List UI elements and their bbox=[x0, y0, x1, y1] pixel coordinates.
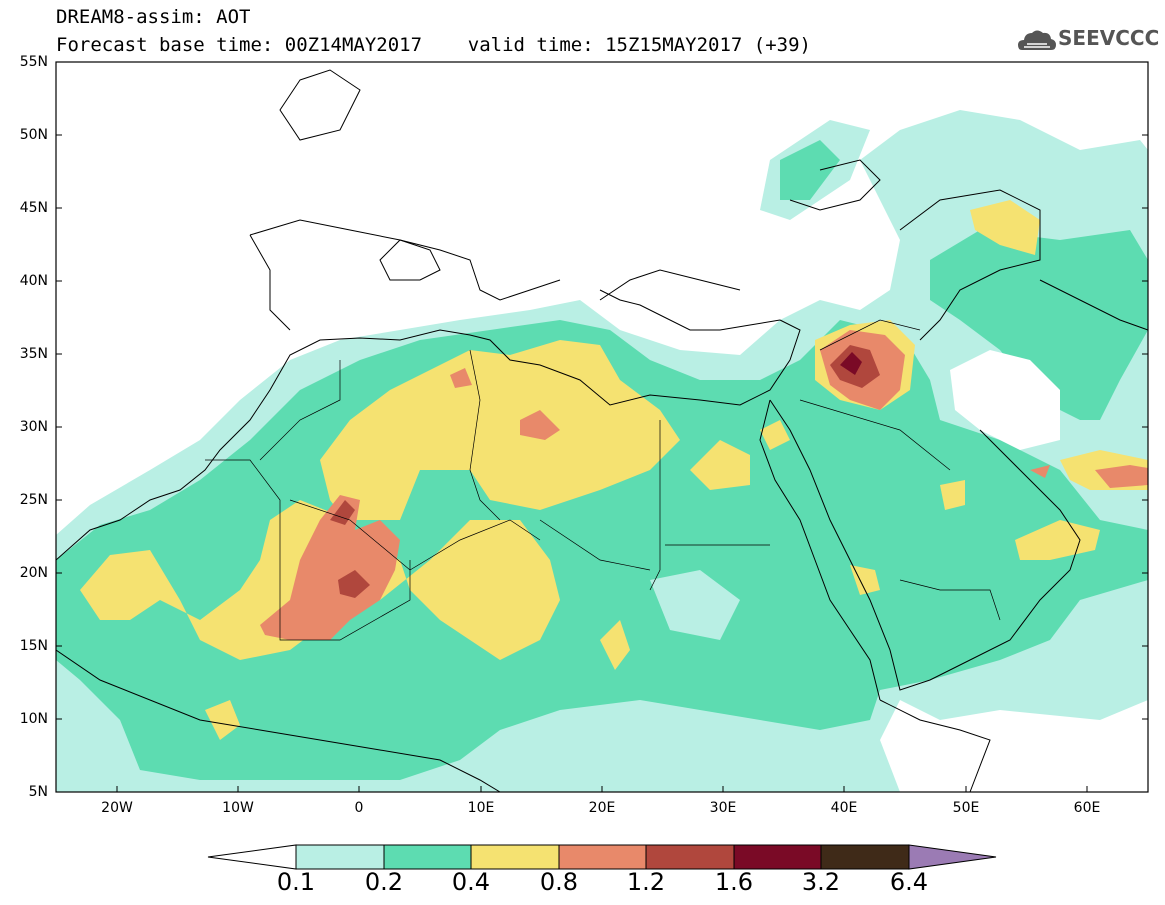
colorbar-segment bbox=[820, 844, 910, 870]
lon-label: 40E bbox=[830, 800, 858, 816]
map-title: DREAM8-assim: AOT bbox=[56, 6, 251, 28]
colorbar-segment bbox=[295, 844, 385, 870]
lon-label: 60E bbox=[1073, 800, 1101, 816]
lat-label: 35N bbox=[19, 346, 48, 362]
aot-contour-1.6 bbox=[840, 352, 862, 375]
colorbar-segment-over bbox=[908, 844, 997, 870]
colorbar-label: 0.4 bbox=[451, 868, 491, 896]
aot-contour-0.8 bbox=[260, 495, 400, 640]
lon-label: 20W bbox=[101, 800, 133, 816]
aot-contour-1.2 bbox=[338, 570, 370, 598]
aot-contour-0.4 bbox=[760, 420, 790, 450]
lon-label: 10E bbox=[467, 800, 495, 816]
aot-contour-0.8 bbox=[1030, 465, 1050, 478]
colorbar-label: 1.6 bbox=[714, 868, 754, 896]
colorbar-label: 0.1 bbox=[276, 868, 316, 896]
aot-contour-0.8 bbox=[450, 368, 472, 388]
colorbar-segment bbox=[470, 844, 560, 870]
lat-label: 50N bbox=[19, 127, 48, 143]
lat-label: 30N bbox=[19, 419, 48, 435]
lat-label: 40N bbox=[19, 273, 48, 289]
aot-contour-0.4 bbox=[1015, 520, 1100, 560]
aot-low-area bbox=[950, 350, 1060, 450]
lon-label: 30E bbox=[709, 800, 737, 816]
aot-contour-0.4 bbox=[600, 620, 630, 670]
lon-label: 20E bbox=[588, 800, 616, 816]
colorbar-segment-under bbox=[207, 844, 297, 870]
lat-label: 45N bbox=[19, 200, 48, 216]
lon-label: 10W bbox=[222, 800, 254, 816]
cloud-icon bbox=[1018, 30, 1056, 50]
colorbar-label: 0.2 bbox=[364, 868, 404, 896]
colorbar-segment bbox=[645, 844, 735, 870]
aot-contour-0.2 bbox=[56, 320, 1148, 780]
lat-label: 5N bbox=[28, 784, 48, 800]
aot-contour-1.2 bbox=[330, 500, 355, 525]
colorbar-label: 6.4 bbox=[889, 868, 929, 896]
coastlines bbox=[56, 69, 1148, 792]
colorbar-segment bbox=[383, 844, 472, 870]
aot-contour-0.2 bbox=[780, 140, 840, 200]
aot-low-area bbox=[650, 570, 740, 640]
colorbar-label: 3.2 bbox=[801, 868, 841, 896]
lat-label: 55N bbox=[19, 54, 48, 70]
lat-label: 15N bbox=[19, 638, 48, 654]
lat-label: 20N bbox=[19, 565, 48, 581]
colorbar-segment bbox=[558, 844, 647, 870]
aot-contour-0.8 bbox=[1095, 465, 1148, 488]
forecast-times: Forecast base time: 00Z14MAY2017 valid t… bbox=[56, 34, 811, 56]
lon-label: 50E bbox=[952, 800, 980, 816]
colorbar-label: 0.8 bbox=[539, 868, 579, 896]
aot-contour-0.8 bbox=[520, 410, 560, 440]
aot-contour-0.4 bbox=[205, 700, 240, 740]
aot-contour-0.4 bbox=[850, 565, 880, 595]
country-borders bbox=[205, 319, 1001, 641]
lat-label: 25N bbox=[19, 492, 48, 508]
colorbar bbox=[207, 844, 997, 870]
aot-contour-0.4 bbox=[970, 200, 1040, 255]
lat-label: 10N bbox=[19, 711, 48, 727]
lon-label: 0 bbox=[354, 800, 364, 816]
aot-contour-0.4 bbox=[690, 440, 750, 490]
colorbar-segment bbox=[733, 844, 822, 870]
axis-ticks bbox=[56, 61, 1148, 792]
seevccc-logo: SEEVCCC bbox=[1058, 26, 1160, 50]
aot-contour-0.4 bbox=[940, 480, 965, 510]
colorbar-label: 1.2 bbox=[626, 868, 666, 896]
